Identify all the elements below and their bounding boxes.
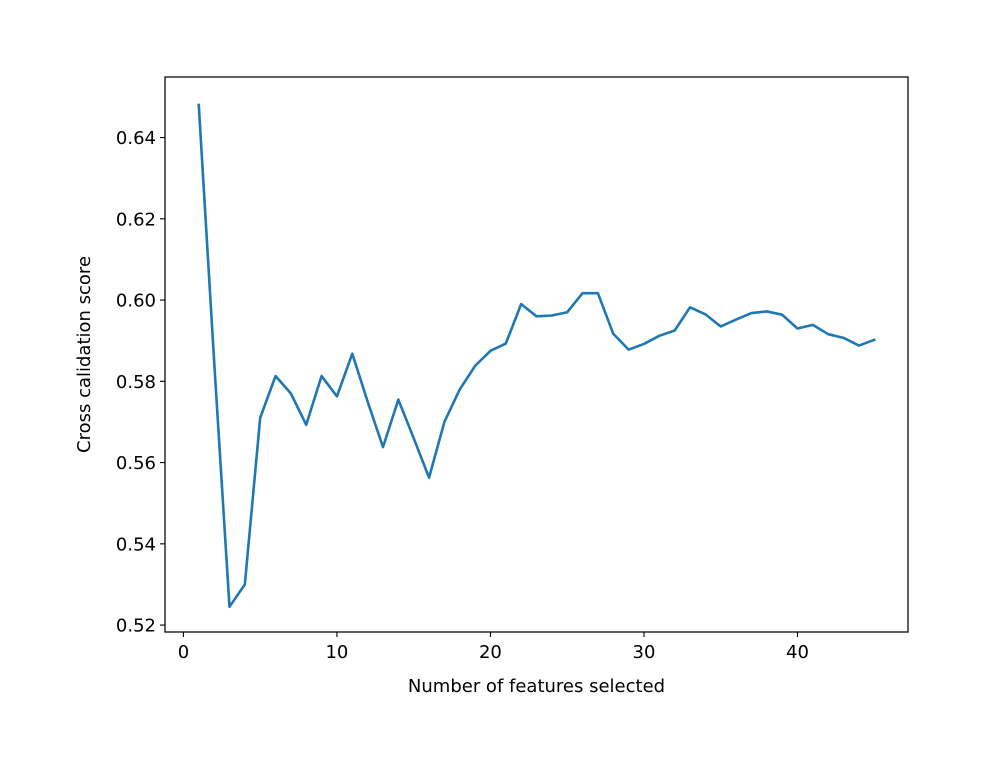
y-tick-label: 0.58 [116,372,156,393]
y-tick-label: 0.56 [116,453,156,474]
x-axis: 0 10 20 30 40 [178,632,809,663]
x-tick-label: 30 [633,642,656,663]
x-axis-label: Number of features selected [408,676,665,697]
y-tick-label: 0.52 [116,616,156,637]
y-axis-label: Cross calidation score [74,256,95,453]
y-tick-label: 0.62 [116,209,156,230]
y-tick-label: 0.54 [116,534,156,555]
series-line [197,103,876,609]
y-tick-label: 0.60 [116,291,156,312]
y-tick-label: 0.64 [116,128,156,149]
y-axis: 0.52 0.54 0.56 0.58 0.60 0.62 0.64 [116,128,165,637]
x-tick-label: 10 [325,642,348,663]
x-tick-label: 0 [178,642,189,663]
axes-frame [164,76,909,633]
x-tick-label: 40 [786,642,809,663]
plot-area [197,103,876,609]
x-tick-label: 20 [479,642,502,663]
